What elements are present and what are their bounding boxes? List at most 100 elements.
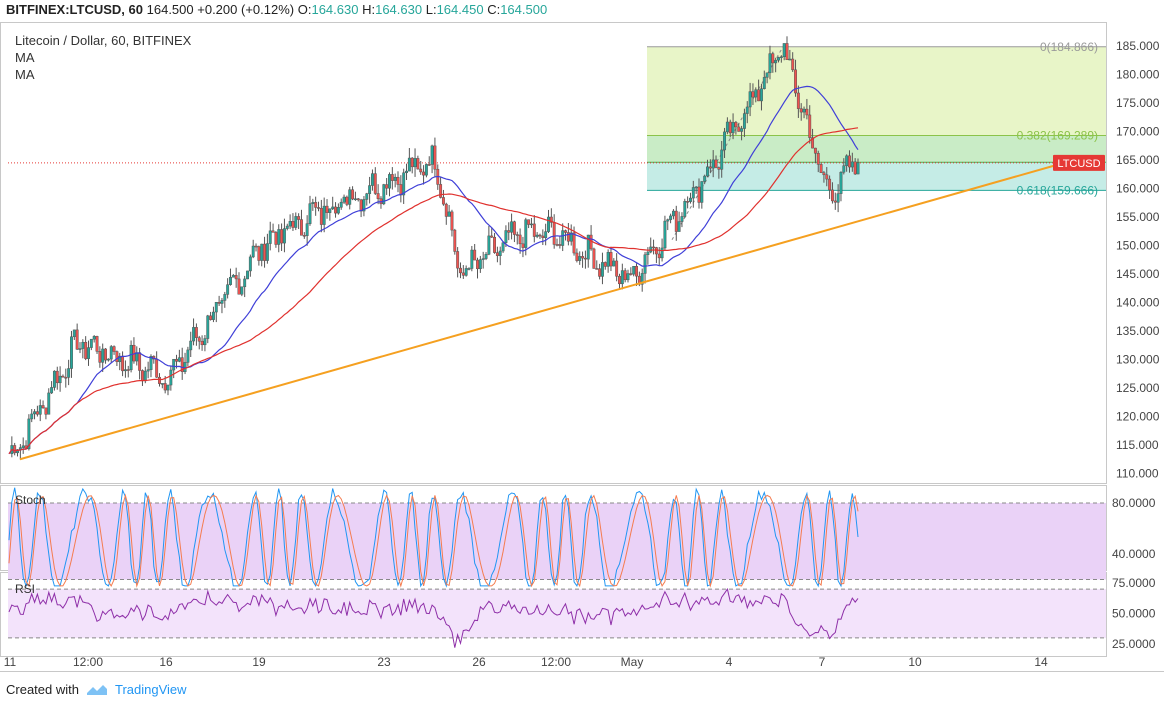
candle — [598, 263, 602, 280]
candle-body-up — [331, 206, 335, 210]
candle — [742, 108, 746, 137]
candle — [839, 171, 843, 202]
candle-body-down — [194, 327, 198, 338]
candle-body-down — [433, 145, 437, 170]
candle-body-down — [853, 161, 857, 175]
candle — [385, 178, 389, 195]
candle — [95, 335, 99, 354]
candle-body-up — [535, 234, 539, 237]
candle — [629, 267, 633, 276]
candle-body-up — [600, 262, 604, 277]
candle — [192, 318, 196, 346]
candle — [362, 196, 366, 217]
candle-body-down — [708, 166, 712, 169]
candle — [160, 383, 164, 389]
candle-body-up — [510, 221, 514, 233]
fibonacci-retracement[interactable]: 0(184.866)0.382(169.289)0.5(10.618(159.6… — [8, 40, 1106, 241]
candle — [762, 70, 766, 90]
candle-body-up — [689, 197, 692, 202]
candle-body-up — [524, 219, 528, 248]
candle-body-up — [768, 53, 772, 74]
candle — [788, 49, 792, 61]
candle — [640, 268, 644, 292]
candle-body-up — [742, 113, 746, 129]
low-value: 164.450 — [436, 2, 484, 17]
candle — [856, 158, 860, 175]
candle-body-up — [214, 302, 218, 313]
candle — [27, 414, 31, 451]
candle — [666, 218, 670, 231]
candle-body-up — [774, 59, 778, 64]
candle-body-down — [319, 207, 323, 225]
candle-body-down — [598, 268, 602, 277]
candle-body-up — [305, 223, 309, 236]
candle — [106, 358, 110, 362]
candle — [581, 251, 585, 268]
candle — [217, 295, 221, 306]
candle-body-up — [30, 413, 34, 420]
candle-body-up — [146, 369, 150, 372]
candle-body-up — [143, 370, 147, 382]
candle — [731, 113, 735, 140]
pane-frame-1 — [0, 22, 1107, 484]
legend-ma-1: MA — [15, 50, 35, 65]
candle — [260, 243, 264, 267]
candle — [169, 365, 173, 391]
candle-body-down — [254, 245, 258, 248]
candle-body-up — [277, 229, 281, 245]
candle — [419, 160, 423, 175]
candle-body-up — [643, 254, 647, 274]
candle — [635, 263, 638, 287]
candle-body-down — [302, 235, 306, 237]
candle — [44, 407, 48, 420]
candle-body-down — [714, 159, 718, 168]
candle — [427, 156, 431, 166]
candle-body-up — [248, 256, 252, 272]
candle-body-down — [163, 383, 167, 391]
candle — [441, 189, 445, 206]
candles — [10, 36, 860, 460]
legend-ma-2: MA — [15, 67, 35, 82]
candle — [265, 233, 269, 264]
candle-body-down — [521, 243, 525, 248]
candle-body-up — [612, 260, 616, 267]
candle — [129, 340, 133, 373]
candle-body-down — [737, 126, 741, 132]
candle — [850, 152, 854, 172]
candle-body-up — [765, 72, 769, 78]
footer: Created with TradingView — [6, 682, 187, 697]
candle — [623, 268, 627, 283]
candle-body-up — [106, 358, 110, 361]
support-trendline[interactable] — [19, 163, 1061, 461]
candle-body-up — [660, 247, 664, 259]
candle — [592, 247, 596, 269]
candle-body-down — [325, 205, 329, 213]
trendline-layer[interactable]: LTCUSD — [19, 154, 1105, 461]
candle — [717, 166, 721, 179]
candle — [706, 159, 709, 178]
candle-body-down — [200, 340, 204, 346]
candle — [680, 212, 684, 228]
candle-body-up — [430, 145, 434, 165]
candle-body-up — [547, 216, 550, 232]
candle-body-up — [498, 250, 502, 256]
symbol-name: BITFINEX:LTCUSD, 60 — [6, 2, 143, 17]
candle — [512, 220, 516, 243]
candle-body-down — [564, 230, 567, 233]
candle-body-down — [95, 336, 99, 352]
candle-body-up — [72, 329, 76, 338]
time-axis-tick: 10 — [908, 655, 922, 669]
candle-body-up — [251, 245, 255, 258]
candle — [186, 346, 190, 367]
candle — [530, 217, 533, 229]
candle-body-down — [848, 155, 851, 168]
candle-body-up — [663, 220, 667, 249]
tradingview-brand[interactable]: TradingView — [114, 682, 187, 697]
price-axis-tick: 120.000 — [1116, 410, 1160, 424]
candle-body-down — [64, 376, 68, 379]
candle-body-down — [657, 253, 661, 259]
candle-body-down — [158, 376, 161, 384]
candle — [268, 221, 272, 251]
candle — [734, 120, 738, 135]
